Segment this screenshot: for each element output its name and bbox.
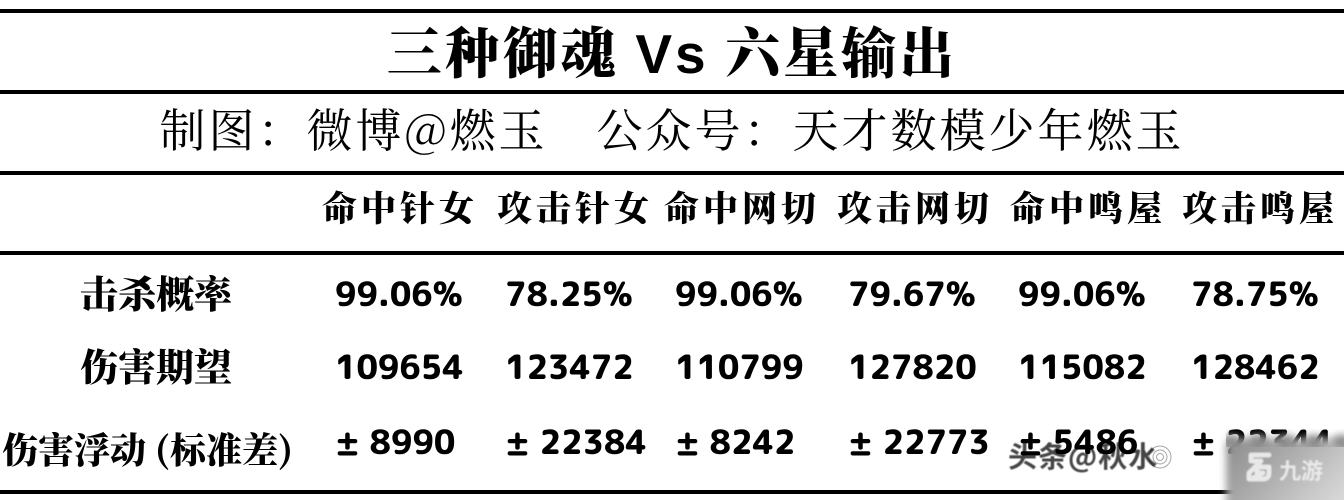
svg-text:九游: 九游: [1279, 454, 1323, 486]
